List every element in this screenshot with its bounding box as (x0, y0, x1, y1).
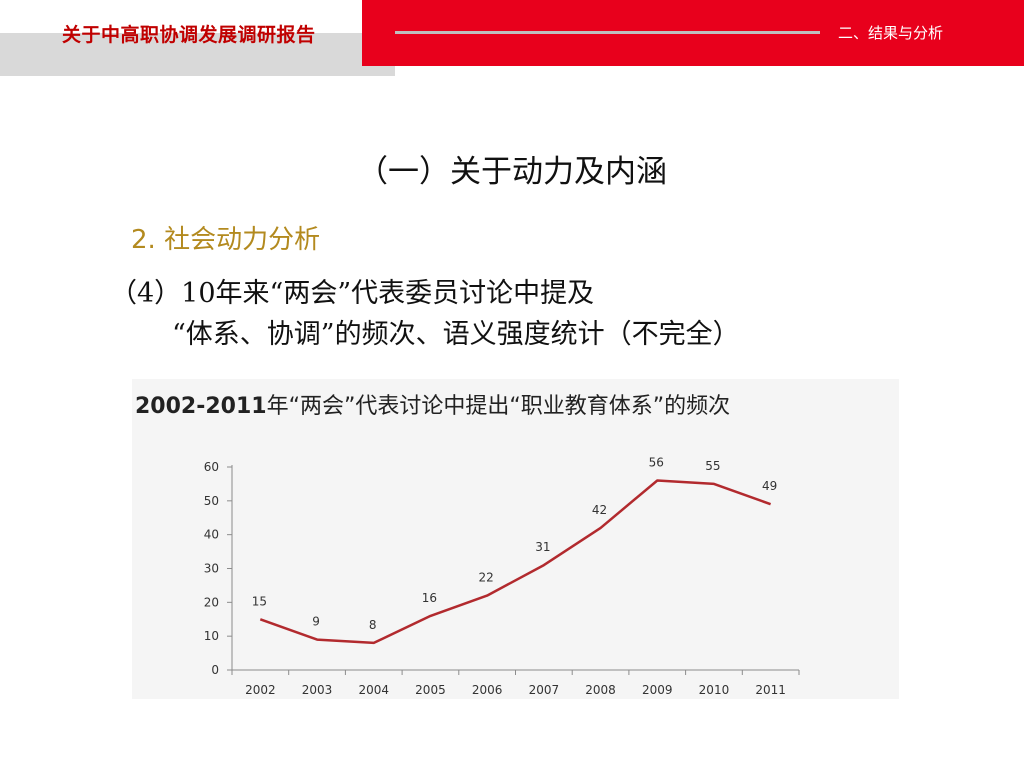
chart-title-year: 2002-2011 (135, 394, 267, 419)
line-chart: 0 10 20 30 40 50 60 2002 2003 2004 2005 2006 2007 200… (204, 456, 800, 697)
y-tick-label: 10 (204, 629, 219, 643)
data-label: 56 (649, 456, 664, 470)
x-tick-label: 2003 (302, 683, 333, 697)
y-tick-label: 50 (204, 494, 219, 508)
x-tick-label: 2010 (699, 683, 730, 697)
chart-title-text: 年“两会”代表讨论中提出“职业教育体系”的频次 (266, 394, 731, 419)
point-text-line1: （4）10年来“两会”代表委员讨论中提及 (110, 278, 595, 309)
data-label: 22 (479, 571, 494, 585)
section-label: 二、结果与分析 (838, 24, 944, 42)
data-label: 42 (592, 503, 607, 517)
x-tick-label: 2006 (472, 683, 503, 697)
series-line (259, 479, 772, 645)
y-tick-label: 40 (204, 528, 219, 542)
report-title: 关于中高职协调发展调研报告 (62, 24, 316, 46)
data-label: 31 (535, 540, 550, 554)
chart-title: 2002-2011年“两会”代表讨论中提出“职业教育体系”的频次 (135, 388, 730, 420)
data-label: 49 (762, 479, 777, 493)
data-label: 8 (369, 618, 377, 632)
x-tick-label: 2011 (755, 683, 786, 697)
y-tick-label: 20 (204, 595, 219, 609)
header-title-strip (0, 0, 362, 33)
chart-panel: 2002-2011年“两会”代表讨论中提出“职业教育体系”的频次 0 10 20 30… (132, 379, 899, 699)
point-text-line2: “体系、协调”的频次、语义强度统计（不完全） (172, 319, 740, 350)
data-label: 55 (705, 459, 720, 473)
y-tick-label: 60 (204, 460, 219, 474)
y-tick-label: 0 (211, 663, 219, 677)
x-tick-label: 2005 (415, 683, 446, 697)
data-label: 15 (252, 594, 267, 608)
slide-title: （一）关于动力及内涵 (357, 154, 667, 190)
data-label: 16 (422, 591, 437, 605)
x-tick-label: 2004 (358, 683, 389, 697)
x-tick-label: 2002 (245, 683, 276, 697)
x-tick-label: 2009 (642, 683, 673, 697)
x-tick-label: 2007 (529, 683, 560, 697)
subheading: 2. 社会动力分析 (131, 225, 321, 255)
y-tick-label: 30 (204, 562, 219, 576)
header-divider-line (395, 31, 820, 34)
data-label: 9 (312, 615, 320, 629)
x-tick-label: 2008 (585, 683, 616, 697)
